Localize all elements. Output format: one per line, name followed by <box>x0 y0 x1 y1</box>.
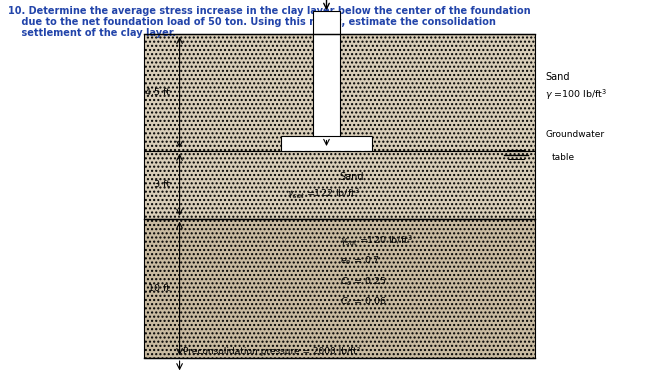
Text: due to the net foundation load of 50 ton. Using this result, estimate the consol: due to the net foundation load of 50 ton… <box>8 17 496 27</box>
Bar <box>313 11 340 34</box>
Bar <box>144 151 535 219</box>
Bar <box>313 34 340 136</box>
Text: 5 ft × 5 ft: 5 ft × 5 ft <box>304 139 349 148</box>
Text: 4.5 ft: 4.5 ft <box>145 88 170 97</box>
Text: $\gamma$ =100 lb/ft$^3$: $\gamma$ =100 lb/ft$^3$ <box>545 87 608 101</box>
Text: $\gamma_{sat}$ =120 lb/ft$^3$: $\gamma_{sat}$ =120 lb/ft$^3$ <box>340 234 412 248</box>
Text: settlement of the clay layer.: settlement of the clay layer. <box>8 28 176 38</box>
Text: 10. Determine the average stress increase in the clay layer below the center of : 10. Determine the average stress increas… <box>8 6 530 16</box>
Text: Groundwater: Groundwater <box>545 130 605 139</box>
Bar <box>144 219 535 358</box>
Text: Sand: Sand <box>340 172 364 182</box>
Text: 10 ft: 10 ft <box>148 284 170 293</box>
Text: $C_e$ = 0.25: $C_e$ = 0.25 <box>340 275 387 288</box>
Text: $C_s$ = 0.06: $C_s$ = 0.06 <box>340 296 387 308</box>
Bar <box>144 34 535 151</box>
Text: Sand: Sand <box>545 72 570 82</box>
Text: Preconsolidation pressure = 2000 lb/ft²: Preconsolidation pressure = 2000 lb/ft² <box>183 347 360 356</box>
Text: 3 ft: 3 ft <box>153 180 170 189</box>
Text: $\gamma_{sat}$ =122 lb/ft$^3$: $\gamma_{sat}$ =122 lb/ft$^3$ <box>287 187 360 201</box>
Bar <box>281 136 372 151</box>
Text: table: table <box>552 153 575 162</box>
Text: $e_o$ = 0.7: $e_o$ = 0.7 <box>340 254 379 267</box>
